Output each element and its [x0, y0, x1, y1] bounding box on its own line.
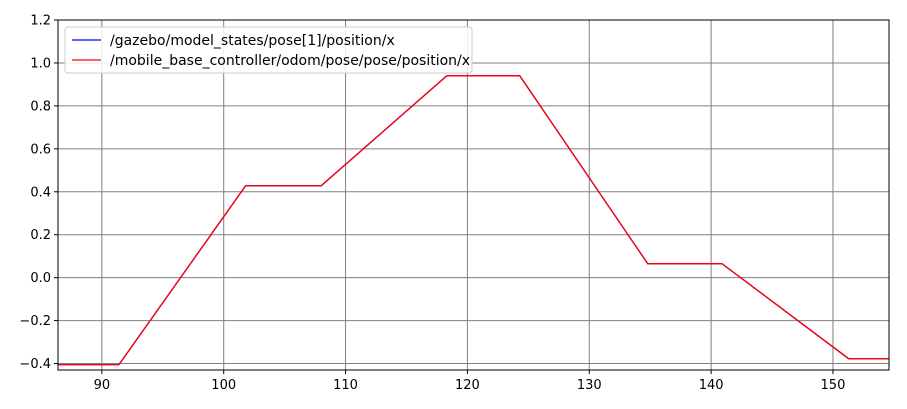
y-tick-label: 0.2 — [30, 228, 51, 243]
series-layer — [58, 75, 889, 366]
y-tick-label: 0.8 — [30, 99, 51, 114]
legend-label-1: /gazebo/model_states/pose[1]/position/x — [110, 33, 395, 49]
y-tick-label: 1.2 — [30, 14, 51, 29]
y-tick-label: 1.0 — [30, 56, 51, 71]
y-tick-label: −0.4 — [19, 357, 51, 372]
x-tick-label: 120 — [455, 378, 480, 393]
y-tick-label: −0.2 — [19, 314, 51, 329]
x-tick-label: 110 — [333, 378, 358, 393]
axis-ticks: 90 100 110 120 130 140 150 −0.4 −0.2 0.0 0.2 0.4 0.6… — [19, 14, 845, 394]
legend: /gazebo/model_states/pose[1]/position/x /… — [64, 26, 473, 74]
plot-frame — [57, 19, 890, 371]
x-tick-label: 140 — [699, 378, 724, 393]
legend-label-2: /mobile_base_controller/odom/pose/pose/p… — [110, 53, 470, 69]
legend-box — [64, 26, 473, 74]
y-tick-label: 0.6 — [30, 142, 51, 157]
y-tick-label: 0.0 — [30, 271, 51, 286]
x-tick-label: 130 — [577, 378, 602, 393]
x-tick-label: 100 — [211, 378, 236, 393]
plot-background — [58, 20, 889, 370]
y-tick-label: 0.4 — [30, 185, 51, 200]
x-tick-label: 150 — [821, 378, 846, 393]
series-line-2 — [58, 75, 889, 366]
x-tick-label: 90 — [94, 378, 111, 393]
grid-lines — [58, 19, 889, 370]
